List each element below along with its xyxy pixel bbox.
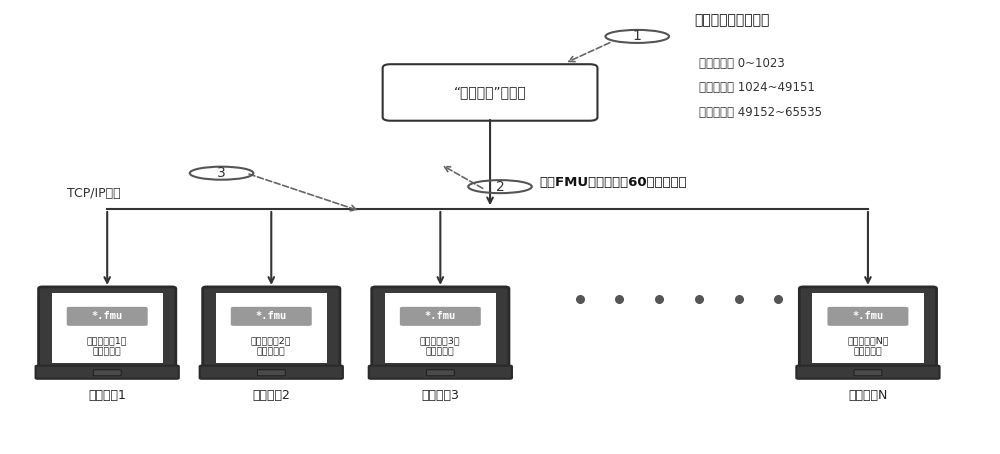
FancyBboxPatch shape xyxy=(39,287,176,368)
Text: 仳真软件2: 仳真软件2 xyxy=(252,389,290,402)
Text: 仳真软件1: 仳真软件1 xyxy=(88,389,126,402)
FancyBboxPatch shape xyxy=(796,365,940,379)
FancyBboxPatch shape xyxy=(827,307,908,326)
FancyBboxPatch shape xyxy=(216,293,327,363)
FancyBboxPatch shape xyxy=(203,287,340,368)
FancyBboxPatch shape xyxy=(36,365,179,379)
FancyBboxPatch shape xyxy=(93,370,121,376)
Text: 私有端口： 49152~65535: 私有端口： 49152~65535 xyxy=(699,106,822,119)
Text: 3: 3 xyxy=(217,166,226,180)
Text: 2: 2 xyxy=(496,180,504,194)
FancyBboxPatch shape xyxy=(854,370,882,376)
FancyBboxPatch shape xyxy=(383,64,597,121)
FancyBboxPatch shape xyxy=(426,370,454,376)
Text: 上万个可连接端口数: 上万个可连接端口数 xyxy=(694,14,769,27)
Text: 每个FMU最多可提供60个数据接口: 每个FMU最多可提供60个数据接口 xyxy=(540,176,687,189)
FancyBboxPatch shape xyxy=(799,287,937,368)
Text: 注册端口： 1024~49151: 注册端口： 1024~49151 xyxy=(699,81,815,94)
Text: 1: 1 xyxy=(633,30,642,44)
FancyBboxPatch shape xyxy=(257,370,285,376)
FancyBboxPatch shape xyxy=(400,307,481,326)
Text: TCP/IP通信: TCP/IP通信 xyxy=(67,187,121,200)
Text: 在仳真软件3中
打开的模型: 在仳真软件3中 打开的模型 xyxy=(420,336,461,357)
FancyBboxPatch shape xyxy=(369,365,512,379)
Text: 仳真软件N: 仳真软件N xyxy=(848,389,888,402)
Text: 在仳真软件1中
打开的模型: 在仳真软件1中 打开的模型 xyxy=(87,336,127,357)
Text: 在仳真软件2中
打开的模型: 在仳真软件2中 打开的模型 xyxy=(251,336,292,357)
Text: *.fmu: *.fmu xyxy=(425,311,456,321)
FancyBboxPatch shape xyxy=(372,287,509,368)
Text: *.fmu: *.fmu xyxy=(92,311,123,321)
FancyBboxPatch shape xyxy=(67,307,148,326)
Text: “模型总线”服务器: “模型总线”服务器 xyxy=(454,85,526,99)
FancyBboxPatch shape xyxy=(385,293,496,363)
Text: *.fmu: *.fmu xyxy=(256,311,287,321)
Text: 在仳真软件N中
打开的模型: 在仳真软件N中 打开的模型 xyxy=(847,336,889,357)
Text: 仳真软件3: 仳真软件3 xyxy=(421,389,459,402)
FancyBboxPatch shape xyxy=(231,307,312,326)
FancyBboxPatch shape xyxy=(812,293,924,363)
Text: 公认端口： 0~1023: 公认端口： 0~1023 xyxy=(699,57,785,69)
FancyBboxPatch shape xyxy=(52,293,163,363)
Text: *.fmu: *.fmu xyxy=(852,311,884,321)
FancyBboxPatch shape xyxy=(200,365,343,379)
